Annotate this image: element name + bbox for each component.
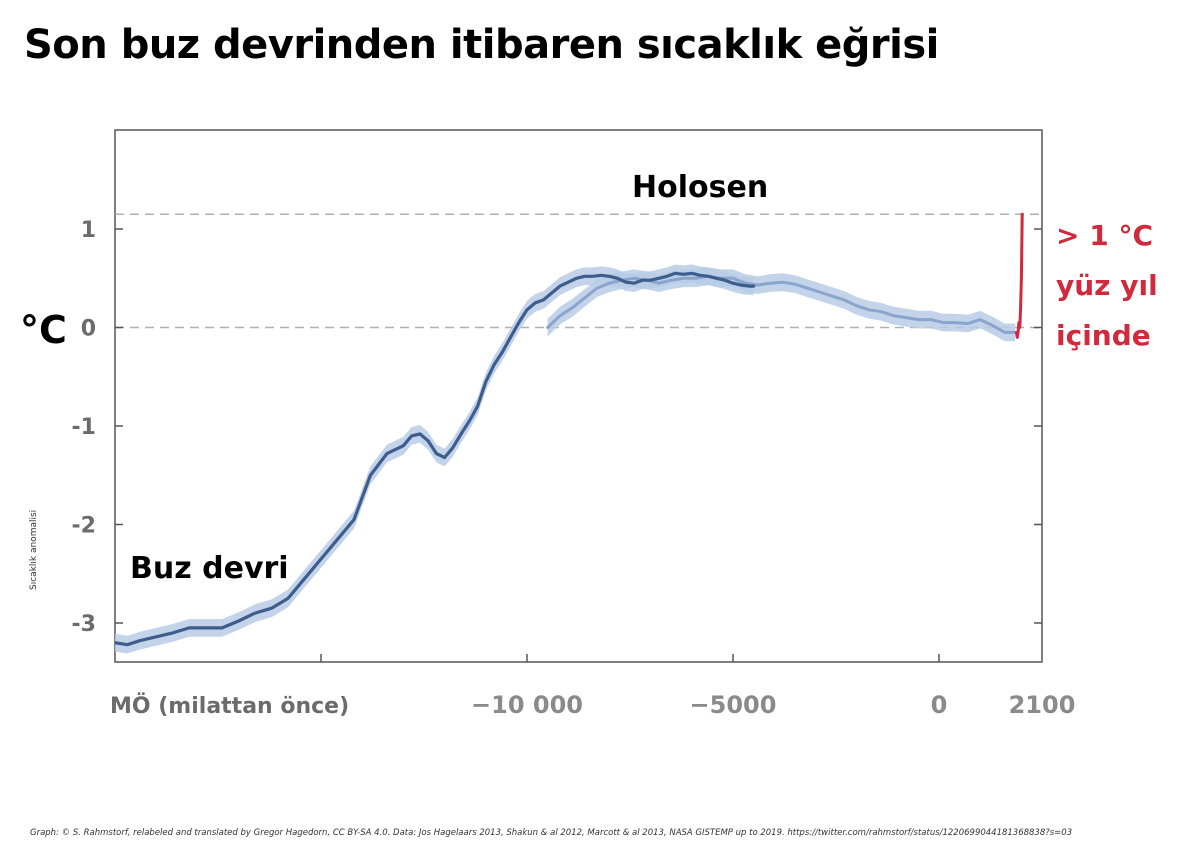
y-unit-label: °C xyxy=(20,308,67,352)
page-title: Son buz devrinden itibaren sıcaklık eğri… xyxy=(24,22,939,68)
warming-annotation-line3: içinde xyxy=(1056,319,1151,352)
warming-annotation-line1: > 1 °C xyxy=(1056,219,1153,252)
y-axis: 1 0 -1 -2 -3 xyxy=(72,218,1042,637)
series-line-marcott xyxy=(546,274,1017,334)
uncertainty-band-0 xyxy=(115,264,754,654)
y-tick-label: 0 xyxy=(81,317,96,342)
plot-frame xyxy=(114,129,1043,663)
series-lines xyxy=(115,212,1024,647)
holocene-annotation: Holosen xyxy=(632,170,768,205)
credit-line: Graph: © S. Rahmstorf, relabeled and tra… xyxy=(30,828,1073,838)
x-tick-label: −5000 xyxy=(690,691,777,719)
series-line-shakun xyxy=(115,271,756,647)
series-line-modern xyxy=(1015,212,1024,339)
reference-lines xyxy=(115,213,1042,329)
uncertainty-band-1 xyxy=(547,267,1016,342)
y-tick-label: -3 xyxy=(72,612,96,637)
y-axis-label: Sıcaklık anomalisi xyxy=(29,510,39,590)
x-tick-label: −10 000 xyxy=(471,691,583,719)
uncertainty-bands xyxy=(115,264,1016,654)
x-axis-label: MÖ (milattan önce) xyxy=(110,693,349,719)
x-tick-label: 2100 xyxy=(1009,691,1076,719)
warming-annotation-line2: yüz yıl xyxy=(1056,269,1158,302)
x-tick-label: 0 xyxy=(931,691,948,719)
ice-age-annotation: Buz devri xyxy=(130,551,289,586)
y-tick-label: 1 xyxy=(81,218,96,243)
y-tick-label: -2 xyxy=(72,514,96,539)
x-axis: −10 000 −5000 0 2100 xyxy=(320,654,1076,719)
y-tick-label: -1 xyxy=(72,415,96,440)
